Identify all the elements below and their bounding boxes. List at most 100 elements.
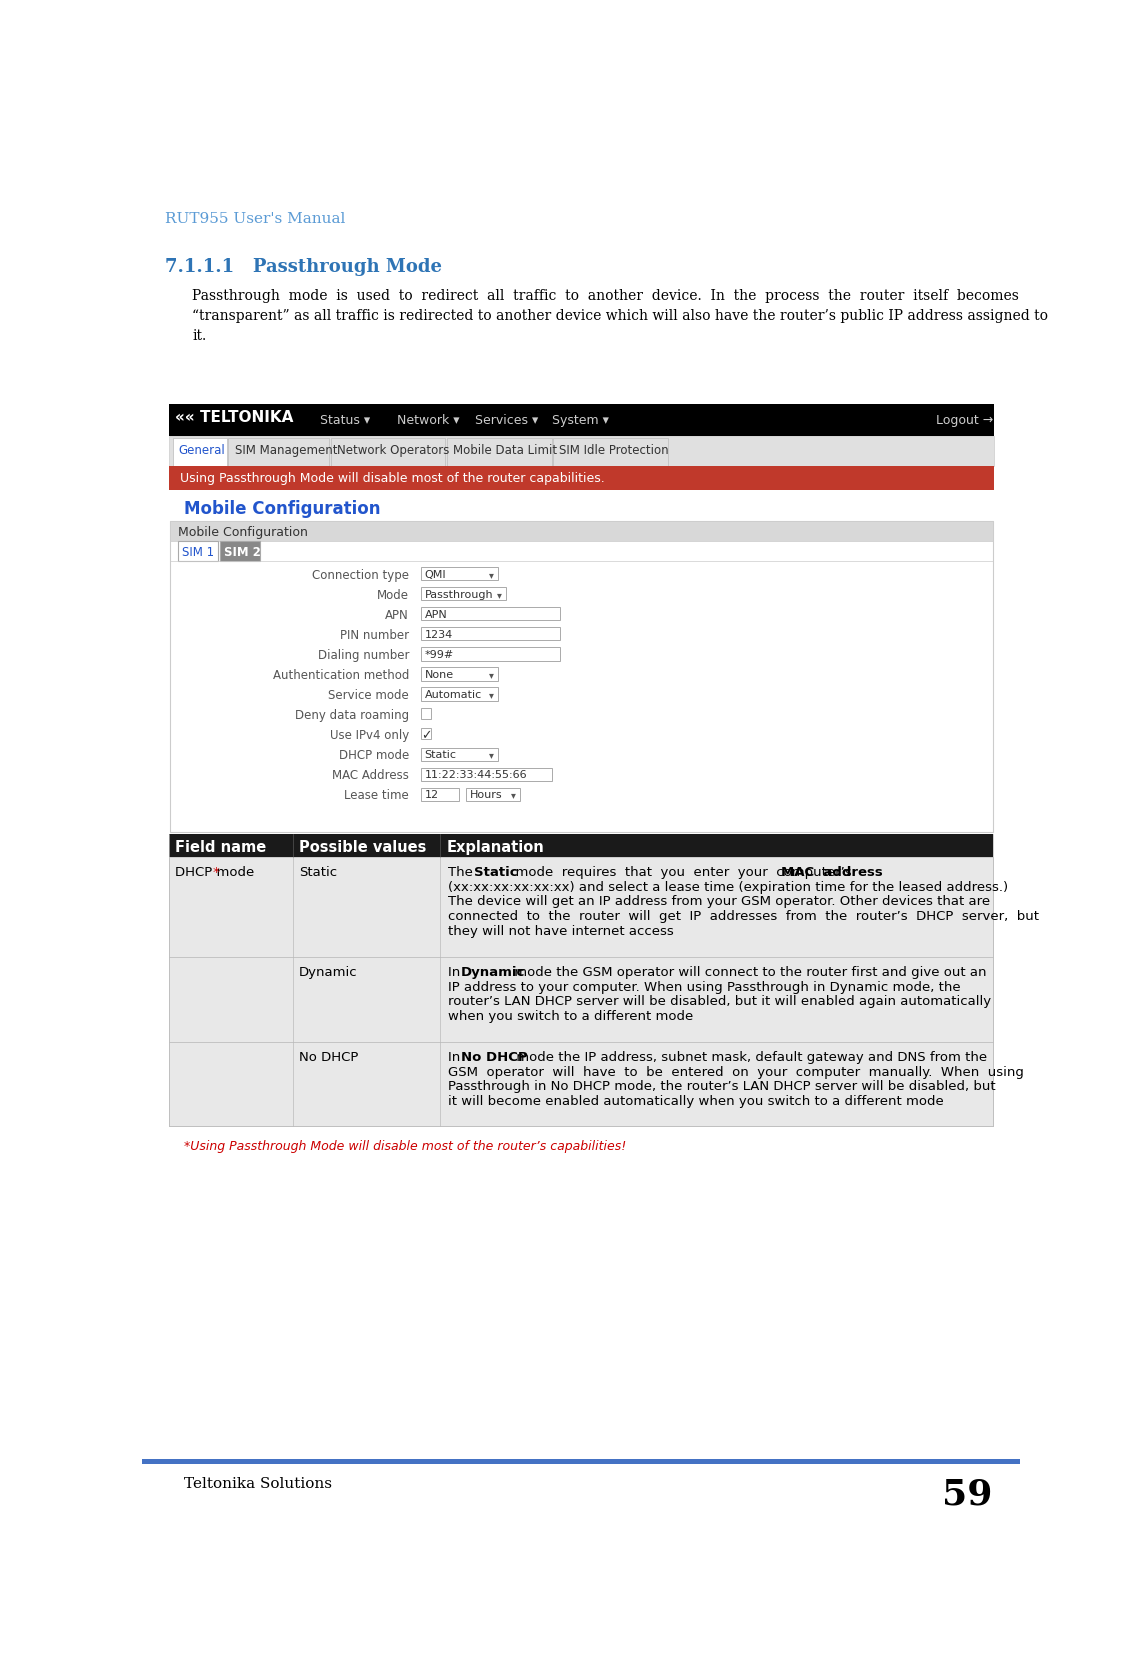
- Text: *99#: *99#: [425, 650, 453, 660]
- Text: Using Passthrough Mode will disable most of the router capabilities.: Using Passthrough Mode will disable most…: [180, 472, 605, 485]
- Bar: [170, 522, 994, 832]
- Text: “transparent” as all traffic is redirected to another device which will also hav: “transparent” as all traffic is redirect…: [191, 308, 1048, 323]
- Text: it.: it.: [191, 328, 206, 343]
- Text: ✓: ✓: [421, 728, 432, 742]
- Text: ▾: ▾: [511, 790, 516, 800]
- Text: Explanation: Explanation: [446, 840, 544, 855]
- Bar: [420, 647, 560, 660]
- Bar: [420, 708, 432, 718]
- Text: 59: 59: [943, 1477, 993, 1512]
- Text: Static: Static: [425, 750, 457, 760]
- Text: General: General: [179, 443, 225, 457]
- Text: DHCP mode: DHCP mode: [174, 867, 254, 879]
- Text: SIM 1: SIM 1: [182, 545, 214, 558]
- Bar: [169, 465, 994, 490]
- Text: it will become enabled automatically when you switch to a different mode: it will become enabled automatically whe…: [448, 1095, 944, 1109]
- Text: The: The: [448, 867, 482, 879]
- Text: MAC Address: MAC Address: [332, 768, 409, 782]
- Bar: [420, 627, 560, 640]
- Text: Hours: Hours: [469, 790, 502, 800]
- Text: ▾: ▾: [496, 590, 502, 600]
- Bar: [553, 438, 667, 465]
- Text: mode the GSM operator will connect to the router first and give out an: mode the GSM operator will connect to th…: [511, 967, 987, 979]
- Text: GSM  operator  will  have  to  be  entered  on  your  computer  manually.  When : GSM operator will have to be entered on …: [448, 1065, 1023, 1079]
- Text: None: None: [425, 670, 453, 680]
- Text: *Using Passthrough Mode will disable most of the router’s capabilities!: *Using Passthrough Mode will disable mos…: [185, 1140, 627, 1154]
- Bar: [420, 567, 499, 580]
- Text: DHCP mode: DHCP mode: [339, 748, 409, 762]
- Text: Mobile Data Limit: Mobile Data Limit: [453, 443, 557, 457]
- Text: Status ▾: Status ▾: [320, 413, 370, 427]
- Bar: [331, 438, 445, 465]
- Bar: [169, 957, 993, 1042]
- Text: No DHCP: No DHCP: [460, 1050, 527, 1064]
- Text: No DHCP: No DHCP: [299, 1050, 358, 1064]
- Text: Automatic: Automatic: [425, 690, 482, 700]
- Bar: [420, 667, 499, 680]
- Text: Field name: Field name: [174, 840, 266, 855]
- Text: mode  requires  that  you  enter  your  computer’s: mode requires that you enter your comput…: [508, 867, 861, 879]
- Text: Deny data roaming: Deny data roaming: [295, 708, 409, 722]
- Text: APN: APN: [425, 610, 448, 620]
- Text: Authentication method: Authentication method: [273, 668, 409, 682]
- Bar: [420, 787, 459, 800]
- Bar: [178, 542, 219, 562]
- Text: Lease time: Lease time: [344, 788, 409, 802]
- Text: (xx:xx:xx:xx:xx:xx) and select a lease time (expiration time for the leased addr: (xx:xx:xx:xx:xx:xx) and select a lease t…: [448, 880, 1008, 894]
- Text: Logout →: Logout →: [936, 413, 994, 427]
- Text: SIM Idle Protection: SIM Idle Protection: [560, 443, 668, 457]
- Bar: [420, 747, 499, 760]
- Text: SIM 2: SIM 2: [224, 545, 261, 558]
- Text: MAC  address: MAC address: [781, 867, 883, 879]
- Text: Teltonika Solutions: Teltonika Solutions: [185, 1477, 332, 1492]
- Bar: [466, 787, 520, 800]
- Bar: [420, 587, 505, 600]
- Bar: [170, 522, 994, 542]
- Text: Network ▾: Network ▾: [398, 413, 460, 427]
- Bar: [169, 857, 993, 957]
- Text: Possible values: Possible values: [299, 840, 426, 855]
- Text: Passthrough: Passthrough: [425, 590, 493, 600]
- Bar: [169, 403, 994, 437]
- Bar: [169, 1042, 993, 1127]
- Bar: [420, 767, 553, 780]
- Text: Service mode: Service mode: [329, 688, 409, 702]
- Text: Services ▾: Services ▾: [475, 413, 538, 427]
- Text: In: In: [448, 1050, 465, 1064]
- Text: Static: Static: [474, 867, 518, 879]
- Bar: [169, 834, 993, 857]
- Text: «« TELTONIKA: «« TELTONIKA: [174, 410, 293, 425]
- Text: IP address to your computer. When using Passthrough in Dynamic mode, the: IP address to your computer. When using …: [448, 980, 961, 994]
- Bar: [229, 438, 330, 465]
- Text: ▾: ▾: [488, 570, 494, 580]
- Bar: [142, 1459, 1020, 1464]
- Text: ▾: ▾: [488, 670, 494, 680]
- Text: connected  to  the  router  will  get  IP  addresses  from  the  router’s  DHCP : connected to the router will get IP addr…: [448, 910, 1039, 924]
- Text: SIM Management: SIM Management: [235, 443, 338, 457]
- Bar: [420, 687, 499, 700]
- Text: APN: APN: [385, 608, 409, 622]
- Text: QMI: QMI: [425, 570, 446, 580]
- Text: 1234: 1234: [425, 630, 453, 640]
- Text: Mobile Configuration: Mobile Configuration: [178, 525, 308, 538]
- Text: 12: 12: [425, 790, 438, 800]
- Text: router’s LAN DHCP server will be disabled, but it will enabled again automatical: router’s LAN DHCP server will be disable…: [448, 995, 991, 1009]
- Text: when you switch to a different mode: when you switch to a different mode: [448, 1010, 693, 1024]
- Text: ▾: ▾: [488, 750, 494, 760]
- Text: Dynamic: Dynamic: [299, 967, 358, 979]
- Bar: [420, 728, 432, 738]
- Text: Mode: Mode: [377, 588, 409, 602]
- Text: Connection type: Connection type: [312, 568, 409, 582]
- Text: System ▾: System ▾: [553, 413, 610, 427]
- Text: Mobile Configuration: Mobile Configuration: [185, 500, 381, 517]
- Text: RUT955 User's Manual: RUT955 User's Manual: [165, 212, 346, 227]
- Bar: [448, 438, 552, 465]
- Text: *: *: [213, 867, 220, 879]
- Text: The device will get an IP address from your GSM operator. Other devices that are: The device will get an IP address from y…: [448, 895, 990, 909]
- Text: Network Operators: Network Operators: [337, 443, 450, 457]
- Bar: [172, 438, 227, 465]
- Text: 7.1.1.1   Passthrough Mode: 7.1.1.1 Passthrough Mode: [165, 258, 442, 275]
- Text: they will not have internet access: they will not have internet access: [448, 925, 673, 937]
- Text: Passthrough  mode  is  used  to  redirect  all  traffic  to  another  device.  I: Passthrough mode is used to redirect all…: [191, 288, 1019, 303]
- Bar: [420, 607, 560, 620]
